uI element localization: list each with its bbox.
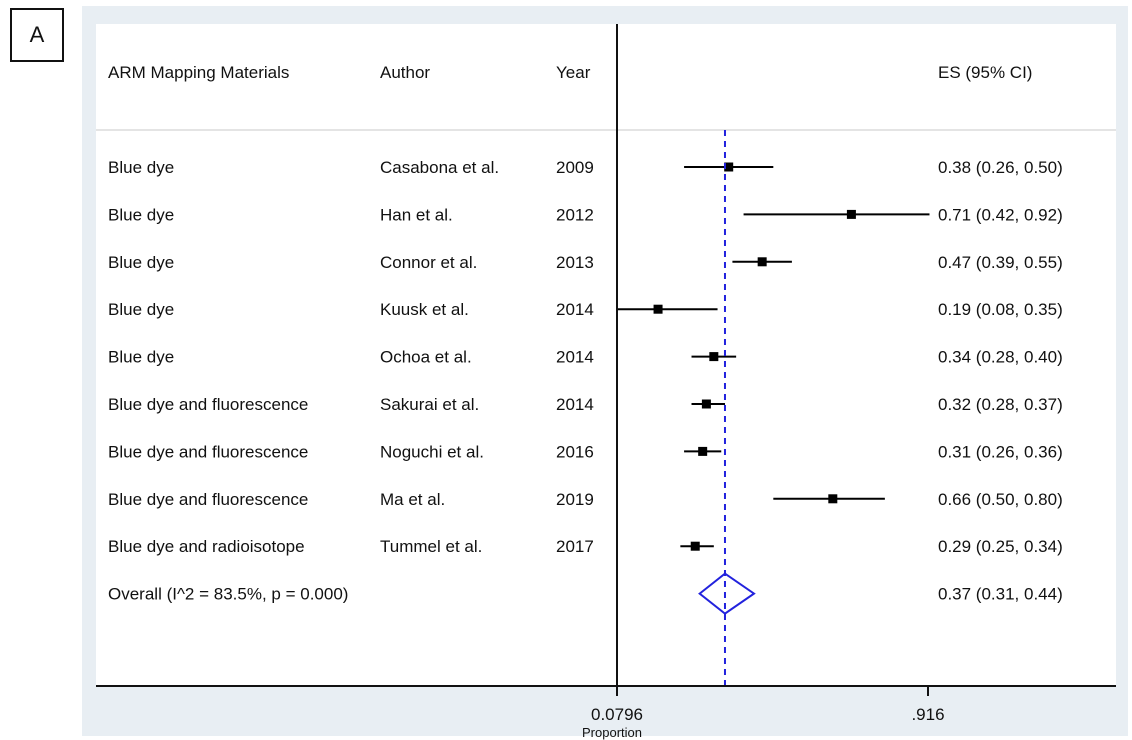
point-estimate <box>701 399 711 409</box>
study-author: Connor et al. <box>380 253 477 272</box>
study-material: Blue dye <box>108 158 174 177</box>
study-es-label: 0.66 (0.50, 0.80) <box>938 490 1063 509</box>
study-row: Blue dye Han et al. 2012 0.71 (0.42, 0.92) <box>108 205 1063 224</box>
study-row: Blue dye and fluorescence Noguchi et al. 2… <box>108 442 1063 461</box>
study-es-label: 0.29 (0.25, 0.34) <box>938 537 1063 556</box>
point-estimate <box>724 162 734 172</box>
overall-diamond <box>698 572 756 615</box>
study-author: Tummel et al. <box>380 537 482 556</box>
study-year: 2014 <box>556 300 594 319</box>
study-author: Noguchi et al. <box>380 442 484 461</box>
point-estimate <box>846 209 856 219</box>
study-year: 2012 <box>556 205 594 224</box>
header-author: Author <box>380 63 430 82</box>
study-year: 2009 <box>556 158 594 177</box>
point-estimate <box>828 494 838 504</box>
point-estimate <box>709 352 719 362</box>
study-es-label: 0.71 (0.42, 0.92) <box>938 205 1063 224</box>
study-author: Kuusk et al. <box>380 300 469 319</box>
study-material: Blue dye and fluorescence <box>108 442 308 461</box>
study-material: Blue dye and fluorescence <box>108 395 308 414</box>
x-tick-label: 0.0796 <box>591 705 643 724</box>
study-row: Blue dye Ochoa et al. 2014 0.34 (0.28, 0.40… <box>108 348 1063 367</box>
study-year: 2019 <box>556 490 594 509</box>
study-es-label: 0.32 (0.28, 0.37) <box>938 395 1063 414</box>
point-estimate <box>653 304 663 314</box>
x-axis-label: Proportion <box>582 725 642 740</box>
study-year: 2017 <box>556 537 594 556</box>
study-row: Blue dye and fluorescence Ma et al. 2019 0.… <box>108 490 1063 509</box>
study-es-label: 0.31 (0.26, 0.36) <box>938 442 1063 461</box>
x-tick-label: .916 <box>911 705 944 724</box>
plot-background <box>96 24 1116 686</box>
overall-label: Overall (I^2 = 83.5%, p = 0.000) <box>108 585 348 604</box>
study-material: Blue dye <box>108 253 174 272</box>
study-row: Blue dye and fluorescence Sakurai et al. 2… <box>108 395 1063 414</box>
panel-label: A <box>10 8 64 62</box>
study-es-label: 0.38 (0.26, 0.50) <box>938 158 1063 177</box>
study-author: Casabona et al. <box>380 158 499 177</box>
study-es-label: 0.19 (0.08, 0.35) <box>938 300 1063 319</box>
study-year: 2013 <box>556 253 594 272</box>
x-axis-ticks: 0.0796 .916 <box>591 686 945 724</box>
study-year: 2014 <box>556 348 594 367</box>
study-author: Ochoa et al. <box>380 348 472 367</box>
point-estimate <box>757 257 767 267</box>
study-material: Blue dye and radioisotope <box>108 537 305 556</box>
study-material: Blue dye <box>108 205 174 224</box>
study-author: Sakurai et al. <box>380 395 479 414</box>
point-estimate <box>690 541 700 551</box>
header-es: ES (95% CI) <box>938 63 1032 82</box>
header-year: Year <box>556 63 591 82</box>
point-estimate <box>698 446 708 456</box>
study-material: Blue dye <box>108 348 174 367</box>
study-es-label: 0.47 (0.39, 0.55) <box>938 253 1063 272</box>
study-material: Blue dye <box>108 300 174 319</box>
study-es-label: 0.34 (0.28, 0.40) <box>938 348 1063 367</box>
study-row: Blue dye and radioisotope Tummel et al. 20… <box>108 537 1063 556</box>
study-row: Blue dye Connor et al. 2013 0.47 (0.39, 0.5… <box>108 253 1063 272</box>
study-year: 2014 <box>556 395 594 414</box>
study-material: Blue dye and fluorescence <box>108 490 308 509</box>
study-row: Blue dye Kuusk et al. 2014 0.19 (0.08, 0.35… <box>108 300 1063 319</box>
study-row: Blue dye Casabona et al. 2009 0.38 (0.26, 0… <box>108 158 1063 177</box>
header-materials: ARM Mapping Materials <box>108 63 289 82</box>
study-author: Han et al. <box>380 205 453 224</box>
study-author: Ma et al. <box>380 490 445 509</box>
study-year: 2016 <box>556 442 594 461</box>
overall-es-label: 0.37 (0.31, 0.44) <box>938 585 1063 604</box>
study-rows: Blue dye Casabona et al. 2009 0.38 (0.26, 0… <box>108 158 1063 604</box>
